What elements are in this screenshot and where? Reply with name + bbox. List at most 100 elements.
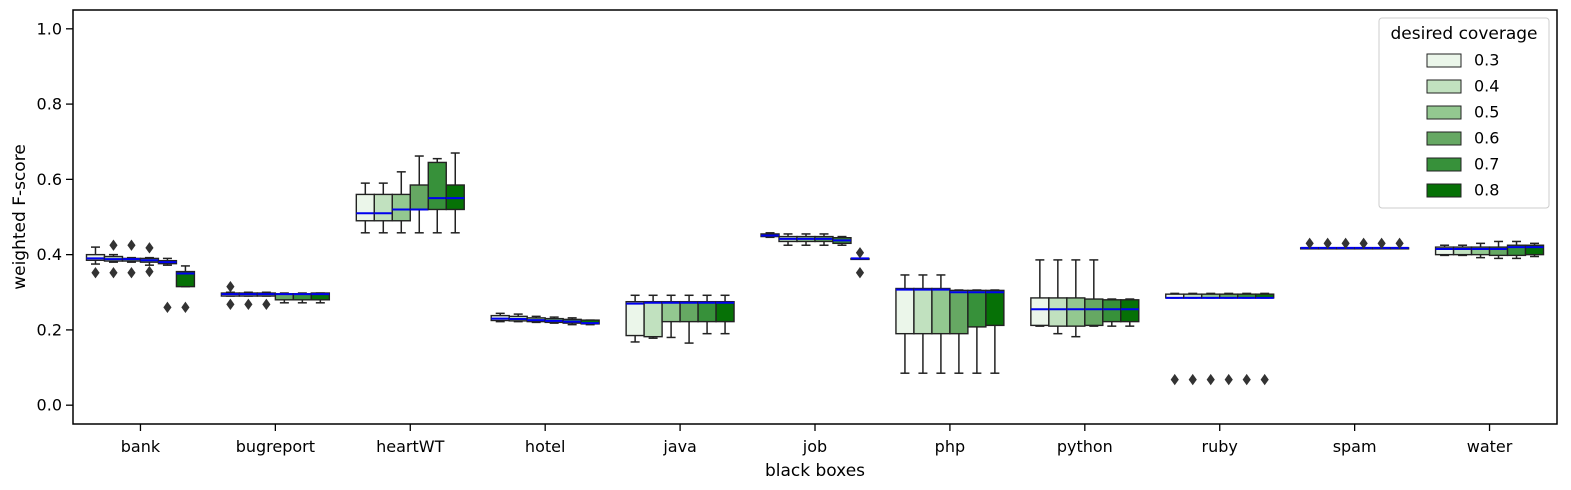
box-0.3 xyxy=(1030,297,1050,327)
y-tick-label: 0.8 xyxy=(37,95,62,114)
outlier-marker xyxy=(1242,373,1251,386)
x-tick-label-job: job xyxy=(802,437,827,456)
box-0.7 xyxy=(967,289,987,328)
box-0.6 xyxy=(679,300,699,323)
plot-area xyxy=(85,152,1545,386)
box-0.6 xyxy=(409,184,429,211)
legend-swatch xyxy=(1426,157,1462,172)
x-tick-label-water: water xyxy=(1467,437,1513,456)
y-tick-label: 1.0 xyxy=(37,19,62,38)
outlier-marker xyxy=(1224,373,1233,386)
category-group-spam xyxy=(1299,237,1410,250)
category-group-bank xyxy=(85,239,196,314)
outlier-marker xyxy=(1260,373,1269,386)
legend-label: 0.4 xyxy=(1474,77,1499,96)
category-group-hotel xyxy=(490,312,600,326)
legend: desired coverage 0.3 0.4 0.5 0.6 0.7 0.8 xyxy=(1378,17,1550,209)
y-tick-label: 0.2 xyxy=(37,320,62,339)
category-group-bugreport xyxy=(220,280,331,311)
outlier-marker xyxy=(244,298,253,311)
outlier-marker xyxy=(163,301,172,314)
outlier-marker xyxy=(1323,237,1332,250)
axes-frame xyxy=(72,9,1558,425)
y-tick-label: 0.4 xyxy=(37,245,62,264)
x-tick-label-bank: bank xyxy=(121,437,161,456)
box-0.8 xyxy=(985,289,1005,327)
outlier-marker xyxy=(1377,237,1386,250)
box-0.8 xyxy=(175,270,196,288)
box-0.5 xyxy=(931,287,951,335)
box-0.4 xyxy=(643,300,663,338)
category-group-java xyxy=(625,294,735,344)
outlier-marker xyxy=(1341,237,1350,250)
y-tick-label: 0.0 xyxy=(37,396,62,415)
outlier-marker xyxy=(145,242,154,254)
x-axis-label: black boxes xyxy=(765,461,865,481)
category-group-job xyxy=(760,232,870,279)
legend-swatch xyxy=(1426,53,1462,68)
box-0.7 xyxy=(697,300,717,323)
x-tick-label-ruby: ruby xyxy=(1202,437,1238,456)
outlier-marker xyxy=(1395,237,1404,250)
category-group-python xyxy=(1030,259,1140,338)
legend-label: 0.8 xyxy=(1474,181,1499,200)
legend-title: desired coverage xyxy=(1390,24,1537,44)
box-0.5 xyxy=(661,300,681,323)
box-0.8 xyxy=(715,300,735,323)
outlier-marker xyxy=(1206,373,1215,386)
outlier-marker xyxy=(109,267,118,279)
box-0.6 xyxy=(1084,298,1104,327)
x-tick-label-bugreport: bugreport xyxy=(236,437,315,456)
box-0.3 xyxy=(355,193,375,222)
outlier-marker xyxy=(1305,237,1314,250)
legend-items: 0.3 0.4 0.5 0.6 0.7 0.8 xyxy=(1426,51,1499,200)
box-0.4 xyxy=(1048,297,1068,327)
box-0.8 xyxy=(310,292,331,301)
category-group-heartWT xyxy=(355,152,465,234)
outlier-marker xyxy=(1188,373,1197,386)
box-0.4 xyxy=(913,287,933,335)
box-0.7 xyxy=(1102,299,1122,323)
category-group-ruby xyxy=(1165,292,1275,386)
outlier-marker xyxy=(855,247,865,259)
outlier-marker xyxy=(127,267,136,279)
outlier-marker xyxy=(91,267,100,279)
box-0.8 xyxy=(1120,299,1140,323)
box-0.7 xyxy=(427,161,447,211)
category-group-water xyxy=(1434,240,1545,260)
x-tick-label-php: php xyxy=(935,437,965,456)
outlier-marker xyxy=(855,267,865,279)
outlier-marker xyxy=(127,239,136,251)
x-tick-label-java: java xyxy=(662,437,697,456)
legend-label: 0.3 xyxy=(1474,51,1499,70)
y-tick-label: 0.6 xyxy=(37,170,62,189)
box-0.8 xyxy=(1524,244,1545,256)
outlier-marker xyxy=(226,298,235,311)
box-0.3 xyxy=(625,300,645,337)
category-group-php xyxy=(895,274,1005,374)
axes: 0.0 0.2 0.4 0.6 0.8 1.0 bank bugreport heartWT ho… xyxy=(37,9,1558,456)
legend-swatch xyxy=(1426,131,1462,146)
outlier-marker xyxy=(262,298,271,311)
box-0.6 xyxy=(949,289,969,335)
outlier-marker xyxy=(181,301,190,314)
y-axis-label: weighted F-score xyxy=(10,144,30,290)
legend-swatch xyxy=(1426,79,1462,94)
legend-label: 0.6 xyxy=(1474,129,1499,148)
legend-swatch xyxy=(1426,183,1462,198)
x-tick-label-python: python xyxy=(1057,437,1113,456)
outlier-marker xyxy=(1359,237,1368,250)
legend-swatch xyxy=(1426,105,1462,120)
box-0.5 xyxy=(391,193,411,222)
x-tick-label-hotel: hotel xyxy=(525,437,566,456)
outlier-marker xyxy=(109,239,118,251)
legend-frame xyxy=(1378,17,1550,209)
legend-label: 0.7 xyxy=(1474,155,1499,174)
x-tick-label-heartWT: heartWT xyxy=(376,437,444,456)
legend-label: 0.5 xyxy=(1474,103,1499,122)
outlier-marker xyxy=(226,280,235,293)
outlier-marker xyxy=(145,265,154,278)
box-0.5 xyxy=(1066,297,1086,327)
